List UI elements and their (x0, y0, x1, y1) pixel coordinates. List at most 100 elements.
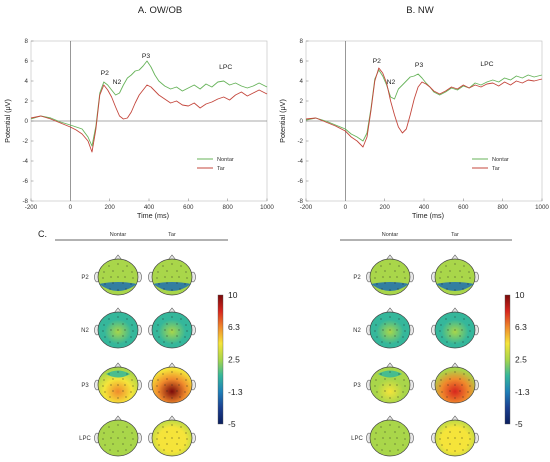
electrode-dot (467, 336, 469, 338)
colorbar-tick-label: 10 (515, 290, 525, 300)
electrode-dot (104, 391, 106, 393)
x-tick-label: 0 (69, 204, 73, 211)
panel-b-title: B. NW (406, 5, 434, 16)
electrode-dot (462, 341, 464, 343)
electrode-dot (441, 444, 443, 446)
electrode-dot (102, 385, 104, 387)
topo-map-nw-n2-nontar (366, 307, 414, 349)
electrode-dot (404, 277, 406, 279)
topo-map-nw-p2-nontar (366, 254, 414, 296)
electrode-dot (176, 270, 178, 272)
cold-region (106, 370, 130, 378)
peak-label-p2: P2 (101, 70, 110, 77)
y-tick-label: 0 (25, 118, 29, 125)
electrode-dot (449, 323, 451, 325)
erp-chart-nw: -8 -6 -4 -2 0 2 4 6 8 -200 0 200 400 600 800 1000 Time (… (278, 38, 549, 220)
series-line-nontar (30, 60, 268, 147)
electrode-dot (462, 449, 464, 451)
electrode-dot (171, 437, 173, 439)
electrode-dot (462, 288, 464, 290)
electrode-dot (178, 276, 180, 278)
electrode-dot (404, 438, 406, 440)
electrode-dot (449, 443, 451, 445)
electrode-dot (184, 391, 186, 393)
electrode-dot (112, 443, 114, 445)
electrode-dot (447, 384, 449, 386)
electrode-dot (103, 379, 105, 381)
electrode-dot (104, 283, 106, 285)
electrode-dot (122, 443, 124, 445)
electrode-dot (156, 385, 158, 387)
condition-label-nontar: Nontar (382, 232, 399, 238)
electrode-dot (459, 431, 461, 433)
electrode-dot (446, 396, 448, 398)
electrode-dot (122, 282, 124, 284)
electrode-dot (446, 288, 448, 290)
electrode-dot (469, 330, 471, 332)
y-tick-label: -2 (297, 138, 303, 145)
y-tick-label: -2 (22, 138, 28, 145)
electrode-dot (462, 396, 464, 398)
electrode-dot (178, 384, 180, 386)
electrode-dot (112, 270, 114, 272)
component-label-lpc: LPC (79, 436, 91, 442)
topo-map-nw-lpc-tar (431, 415, 479, 457)
electrode-dot (439, 438, 441, 440)
peak-label-p3: P3 (415, 62, 424, 69)
colorbar-tick-label: 6.3 (228, 322, 240, 332)
electrode-dot (186, 330, 188, 332)
electrode-dot (382, 384, 384, 386)
electrode-dot (454, 289, 456, 291)
electrode-dot (468, 432, 470, 434)
electrode-dot (449, 282, 451, 284)
electrode-dot (184, 444, 186, 446)
electrode-dot (162, 265, 164, 267)
electrode-dot (108, 318, 110, 320)
electrode-dot (176, 443, 178, 445)
electrode-dot (381, 396, 383, 398)
electrode-dot (112, 431, 114, 433)
electrode-dot (103, 324, 105, 326)
electrode-dot (176, 282, 178, 284)
legend-label-tar: Tar (492, 166, 500, 172)
electrode-dot (402, 391, 404, 393)
electrode-dot (131, 432, 133, 434)
electrode-dot (439, 277, 441, 279)
y-tick-label: -6 (22, 178, 28, 185)
electrode-dot (467, 444, 469, 446)
electrode-dot (112, 323, 114, 325)
electrode-dot (171, 263, 173, 265)
electrode-dot (180, 426, 182, 428)
component-label-n2: N2 (81, 328, 89, 334)
electrode-dot (384, 390, 386, 392)
electrode-dot (389, 329, 391, 331)
electrode-dot (445, 318, 447, 320)
electrode-dot (131, 324, 133, 326)
electrode-dot (156, 330, 158, 332)
electrode-dot (397, 288, 399, 290)
electrode-dot (185, 324, 187, 326)
electrode-dot (117, 371, 119, 373)
x-tick-label: -200 (300, 204, 313, 211)
electrode-dot (389, 342, 391, 344)
electrode-dot (380, 265, 382, 267)
electrode-dot (163, 396, 165, 398)
electrode-dot (176, 335, 178, 337)
x-axis-label: Time (ms) (412, 211, 444, 220)
electrode-dot (179, 396, 181, 398)
peak-label-n2: N2 (113, 79, 122, 86)
electrode-dot (180, 373, 182, 375)
electrode-dot (447, 437, 449, 439)
electrode-dot (384, 323, 386, 325)
electrode-dot (382, 437, 384, 439)
electrode-dot (402, 283, 404, 285)
electrode-dot (389, 397, 391, 399)
electrode-dot (468, 379, 470, 381)
electrode-dot (117, 450, 119, 452)
topo-map-nw-p2-tar (431, 254, 479, 296)
panel-c-label: C. (38, 229, 47, 239)
x-axis-label: Time (ms) (137, 211, 169, 220)
topo-map-ow-ob-p3-nontar (94, 362, 142, 404)
electrode-dot (439, 385, 441, 387)
electrode-dot (164, 384, 166, 386)
